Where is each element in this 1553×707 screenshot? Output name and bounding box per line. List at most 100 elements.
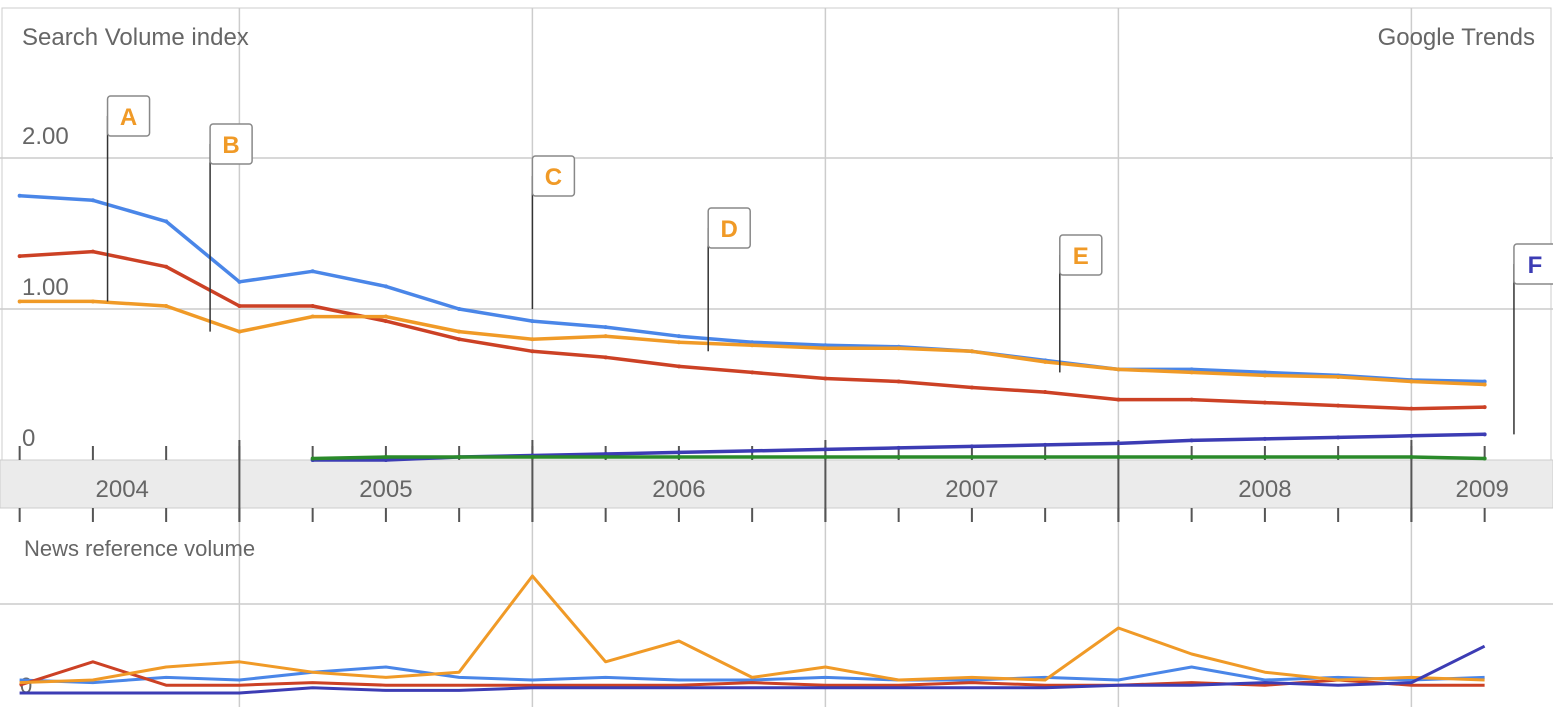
point-red-18 bbox=[1336, 403, 1341, 408]
year-label-2007: 2007 bbox=[945, 476, 998, 503]
point-purple-14 bbox=[1043, 442, 1048, 447]
point-green-4 bbox=[310, 456, 315, 461]
point-green-16 bbox=[1189, 454, 1194, 459]
y-axis-labels: 0 1.00 2.00 bbox=[22, 123, 69, 452]
point-orange-3 bbox=[237, 329, 242, 334]
annotation-label-B: B bbox=[222, 132, 239, 159]
main-panel-frame bbox=[1, 7, 1552, 461]
annotation-flag-E[interactable] bbox=[1059, 234, 1103, 276]
point-orange-17 bbox=[1262, 373, 1267, 378]
point-green-6 bbox=[457, 454, 462, 459]
point-purple-19 bbox=[1409, 433, 1414, 438]
point-orange-12 bbox=[896, 346, 901, 351]
news-line-purple bbox=[19, 644, 1486, 695]
point-green-12 bbox=[896, 454, 901, 459]
point-orange-1 bbox=[90, 299, 95, 304]
point-blue-9 bbox=[676, 334, 681, 339]
search-volume-index-label: Search Volume index bbox=[22, 24, 249, 51]
point-blue-7 bbox=[530, 319, 535, 324]
year-label-2004: 2004 bbox=[96, 476, 149, 503]
point-orange-15 bbox=[1116, 367, 1121, 372]
point-red-9 bbox=[676, 364, 681, 369]
point-green-15 bbox=[1116, 454, 1121, 459]
y-tick-label-1: 1.00 bbox=[22, 274, 69, 301]
point-orange-16 bbox=[1189, 370, 1194, 375]
point-red-8 bbox=[603, 355, 608, 360]
point-purple-12 bbox=[896, 445, 901, 450]
x-axis-year-labels: 2004 2005 2006 2007 2008 2009 bbox=[96, 476, 1509, 503]
point-blue-8 bbox=[603, 325, 608, 330]
point-orange-5 bbox=[383, 314, 388, 319]
point-blue-17 bbox=[1262, 370, 1267, 375]
point-red-19 bbox=[1409, 406, 1414, 411]
search-volume-series bbox=[17, 193, 1487, 462]
point-red-20 bbox=[1482, 405, 1487, 410]
point-green-7 bbox=[530, 454, 535, 459]
annotation-label-A: A bbox=[120, 104, 137, 131]
point-purple-16 bbox=[1189, 438, 1194, 443]
point-purple-18 bbox=[1336, 435, 1341, 440]
point-blue-6 bbox=[457, 307, 462, 311]
point-blue-20 bbox=[1482, 379, 1487, 384]
y-tick-label-0: 0 bbox=[22, 425, 35, 452]
news-volume-series bbox=[19, 574, 1486, 695]
news-reference-volume-label: News reference volume bbox=[24, 536, 255, 561]
point-purple-8 bbox=[603, 451, 608, 456]
annotation-label-C: C bbox=[545, 164, 562, 191]
year-label-2005: 2005 bbox=[359, 476, 412, 503]
point-purple-15 bbox=[1116, 441, 1121, 446]
point-orange-0 bbox=[17, 299, 22, 304]
annotation-flag-F[interactable] bbox=[1513, 243, 1553, 285]
point-purple-9 bbox=[676, 450, 681, 455]
point-red-14 bbox=[1043, 390, 1048, 395]
point-red-6 bbox=[457, 337, 462, 342]
point-red-16 bbox=[1189, 397, 1194, 402]
point-green-13 bbox=[969, 454, 974, 459]
year-label-2008: 2008 bbox=[1238, 476, 1291, 503]
annotation-flag-A[interactable] bbox=[106, 95, 151, 137]
point-green-11 bbox=[823, 454, 828, 459]
point-purple-17 bbox=[1262, 436, 1267, 441]
point-red-2 bbox=[164, 264, 169, 269]
point-orange-11 bbox=[823, 346, 828, 351]
point-green-17 bbox=[1262, 454, 1267, 459]
point-red-3 bbox=[237, 303, 242, 308]
point-green-8 bbox=[603, 454, 608, 459]
point-red-5 bbox=[383, 319, 388, 324]
point-blue-10 bbox=[750, 340, 755, 345]
point-green-18 bbox=[1336, 454, 1341, 459]
annotation-label-D: D bbox=[721, 216, 738, 243]
point-blue-2 bbox=[164, 219, 169, 224]
point-orange-20 bbox=[1482, 382, 1487, 387]
point-red-13 bbox=[969, 385, 974, 390]
point-blue-1 bbox=[90, 198, 95, 203]
year-axis-band bbox=[0, 459, 1553, 509]
point-red-11 bbox=[823, 376, 828, 381]
annotation-flag-B[interactable] bbox=[209, 123, 253, 165]
main-panel-grid bbox=[0, 7, 1553, 707]
point-orange-8 bbox=[603, 334, 608, 339]
point-green-14 bbox=[1043, 454, 1048, 459]
point-purple-20 bbox=[1482, 432, 1487, 437]
point-red-0 bbox=[17, 254, 22, 259]
point-red-17 bbox=[1262, 400, 1267, 405]
y-tick-label-2: 2.00 bbox=[22, 123, 69, 150]
point-red-1 bbox=[90, 249, 95, 254]
annotation-flag-D[interactable] bbox=[707, 207, 751, 249]
point-green-10 bbox=[750, 454, 755, 459]
news-line-blue bbox=[19, 665, 1485, 685]
point-green-5 bbox=[383, 454, 388, 459]
point-orange-7 bbox=[530, 337, 535, 342]
annotation-flags: A B C D E F bbox=[106, 95, 1553, 435]
year-label-2006: 2006 bbox=[652, 476, 705, 503]
point-orange-10 bbox=[750, 343, 755, 348]
annotation-label-E: E bbox=[1073, 243, 1089, 270]
point-orange-6 bbox=[457, 329, 462, 334]
point-red-7 bbox=[530, 349, 535, 354]
point-orange-4 bbox=[310, 314, 315, 319]
point-red-15 bbox=[1116, 397, 1121, 402]
annotation-flag-C[interactable] bbox=[531, 155, 576, 197]
point-purple-13 bbox=[969, 444, 974, 449]
point-red-12 bbox=[896, 379, 901, 384]
